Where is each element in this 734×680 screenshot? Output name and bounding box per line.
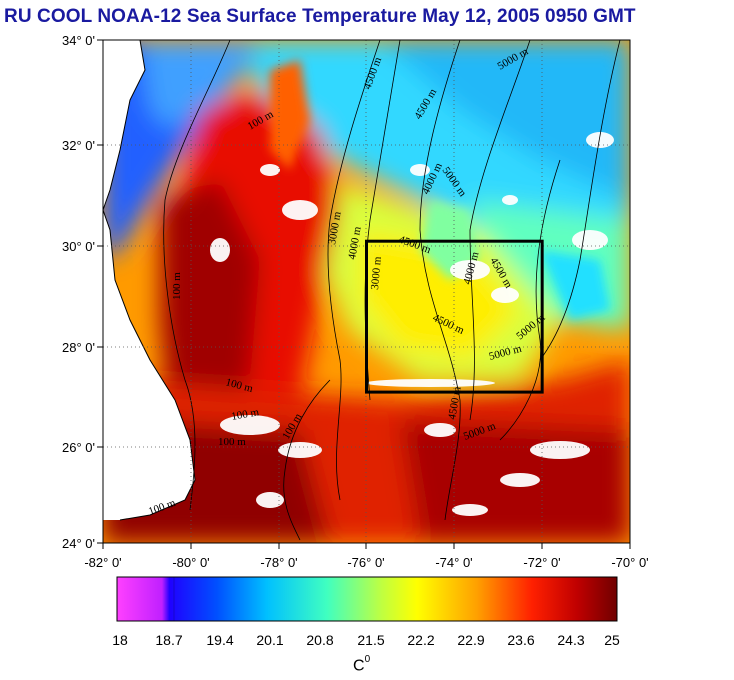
colorbar-tick: 20.1 (256, 632, 284, 648)
colorbar (116, 576, 618, 622)
study-area-box (365, 239, 544, 394)
contour-label: 100 m (218, 436, 246, 448)
contour-label: 4000 m (346, 225, 364, 260)
colorbar-tick: 25 (604, 632, 620, 648)
contour-label: 3000 m (326, 210, 344, 245)
contour-label: 100 m (171, 272, 183, 300)
contour-label: 3000 m (369, 256, 384, 291)
coastline (103, 40, 196, 521)
land-florida (103, 210, 195, 520)
lon-label: -74° 0' (435, 555, 472, 570)
cloud-patches (152, 132, 614, 516)
lon-label: -72° 0' (523, 555, 560, 570)
colorbar-unit: C0 (353, 654, 371, 675)
colorbar-tick: 22.2 (407, 632, 435, 648)
lat-label: 30° 0' (62, 239, 95, 254)
land-georgia-carolina (103, 40, 145, 210)
colorbar-tick: 23.6 (507, 632, 535, 648)
lon-label: -80° 0' (172, 555, 209, 570)
colorbar-strip (116, 576, 618, 622)
lon-label: -70° 0' (611, 555, 648, 570)
lon-label: -76° 0' (347, 555, 384, 570)
lat-label: 32° 0' (62, 138, 95, 153)
lon-label: -78° 0' (260, 555, 297, 570)
axis-ticks (97, 39, 631, 549)
lat-label: 28° 0' (62, 340, 95, 355)
contour-label: 4500 m (446, 385, 464, 420)
latitude-labels: 34° 0' 32° 0' 30° 0' 28° 0' 26° 0' 24° 0… (62, 33, 95, 551)
lat-label: 26° 0' (62, 440, 95, 455)
map-title: RU COOL NOAA-12 Sea Surface Temperature … (4, 6, 636, 27)
colorbar-tick: 24.3 (557, 632, 585, 648)
lon-label: -82° 0' (84, 555, 121, 570)
colorbar-tick: 20.8 (306, 632, 334, 648)
colorbar-unit-sup: 0 (364, 654, 371, 665)
colorbar-tick: 18 (112, 632, 128, 648)
colorbar-tick: 19.4 (206, 632, 234, 648)
colorbar-tick: 22.9 (457, 632, 485, 648)
colorbar-unit-text: C (353, 657, 365, 675)
colorbar-tick: 18.7 (155, 632, 183, 648)
bathymetry-contours (163, 40, 621, 541)
colorbar-tick: 21.5 (357, 632, 385, 648)
contour-label: 100 m (230, 406, 260, 423)
sst-field: 100 m 100 m 3000 m 4500 m 5000 m 4500 m … (103, 40, 630, 543)
lat-label: 24° 0' (62, 536, 95, 551)
longitude-labels: -82° 0' -80° 0' -78° 0' -76° 0' -74° 0' … (84, 555, 648, 570)
lat-label: 34° 0' (62, 33, 95, 48)
